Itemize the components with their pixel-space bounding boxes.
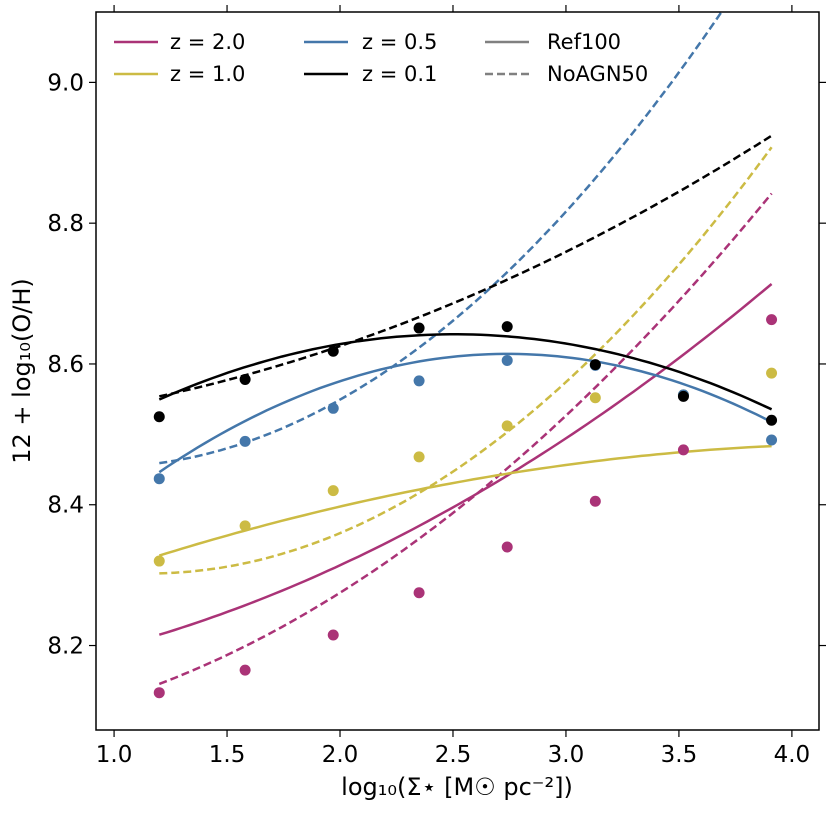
ref100-fit-line-zz20 xyxy=(158,283,773,636)
y-tick-label: 9.0 xyxy=(47,70,84,96)
noagn50-fit-line-zz10 xyxy=(159,146,773,575)
ref100-fit-line-zz10 xyxy=(158,444,772,557)
data-point-zz20 xyxy=(327,629,339,641)
data-point-zz20 xyxy=(239,664,251,676)
data-point-zz05 xyxy=(239,435,251,447)
data-point-zz10 xyxy=(413,451,425,463)
data-point-zz01 xyxy=(766,414,778,426)
data-point-zz05 xyxy=(413,375,425,387)
legend-label-z20: z = 2.0 xyxy=(170,30,245,54)
data-point-zz10 xyxy=(589,392,601,404)
data-point-zz10 xyxy=(327,485,339,497)
legend: z = 2.0 z = 1.0 z = 0.5 z = 0.1 Ref100 N… xyxy=(114,30,648,86)
y-tick-label: 8.8 xyxy=(47,211,84,237)
data-point-zz01 xyxy=(153,411,165,423)
data-point-zz05 xyxy=(153,473,165,485)
data-point-zz10 xyxy=(501,420,513,432)
ref100-fit-line-zz01 xyxy=(158,333,773,411)
x-tick-label: 1.0 xyxy=(96,742,133,768)
noagn50-fit-line-zz05 xyxy=(159,12,723,465)
data-point-zz10 xyxy=(239,520,251,532)
lines-layer xyxy=(158,12,773,686)
data-point-zz20 xyxy=(589,495,601,507)
noagn50-fit-line-zz20 xyxy=(158,192,773,686)
ref100-fit-line-zz05 xyxy=(158,352,773,474)
legend-label-z05: z = 0.5 xyxy=(362,30,437,54)
legend-label-z10: z = 1.0 xyxy=(170,62,245,86)
legend-label-z01: z = 0.1 xyxy=(362,62,437,86)
x-tick-label: 3.0 xyxy=(548,742,585,768)
data-point-zz20 xyxy=(766,314,778,326)
data-point-zz05 xyxy=(327,402,339,414)
data-point-zz01 xyxy=(239,373,251,385)
data-point-zz20 xyxy=(501,541,513,553)
y-tick-label: 8.4 xyxy=(47,493,84,519)
x-tick-label: 2.0 xyxy=(322,742,359,768)
x-axis-label: log₁₀(Σ⋆ [M☉ pc⁻²]) xyxy=(341,773,573,801)
data-point-zz20 xyxy=(153,687,165,699)
x-tick-label: 1.5 xyxy=(209,742,246,768)
data-point-zz01 xyxy=(677,390,689,402)
data-point-zz05 xyxy=(766,434,778,446)
plot-frame xyxy=(95,11,820,731)
data-point-zz20 xyxy=(677,444,689,456)
x-tick-label: 4.0 xyxy=(774,742,811,768)
data-point-zz01 xyxy=(501,321,513,333)
y-axis-label: 12 + log₁₀(O/H) xyxy=(8,278,36,463)
data-point-zz05 xyxy=(501,354,513,366)
data-point-zz01 xyxy=(589,359,601,371)
data-point-zz01 xyxy=(327,345,339,357)
data-point-zz10 xyxy=(153,555,165,567)
legend-label-noagn50: NoAGN50 xyxy=(547,62,648,86)
points-layer xyxy=(153,314,778,699)
ticks-layer: 1.0 1.5 2.0 2.5 3.0 3.5 4.0 8.2 8.4 8.6 8.8 9.0 xyxy=(47,5,826,768)
data-point-zz01 xyxy=(413,322,425,334)
x-tick-label: 3.5 xyxy=(661,742,698,768)
x-tick-label: 2.5 xyxy=(435,742,472,768)
y-tick-label: 8.6 xyxy=(47,352,84,378)
data-point-zz10 xyxy=(766,367,778,379)
y-tick-label: 8.2 xyxy=(47,634,84,660)
data-point-zz20 xyxy=(413,587,425,599)
legend-label-ref100: Ref100 xyxy=(547,30,621,54)
